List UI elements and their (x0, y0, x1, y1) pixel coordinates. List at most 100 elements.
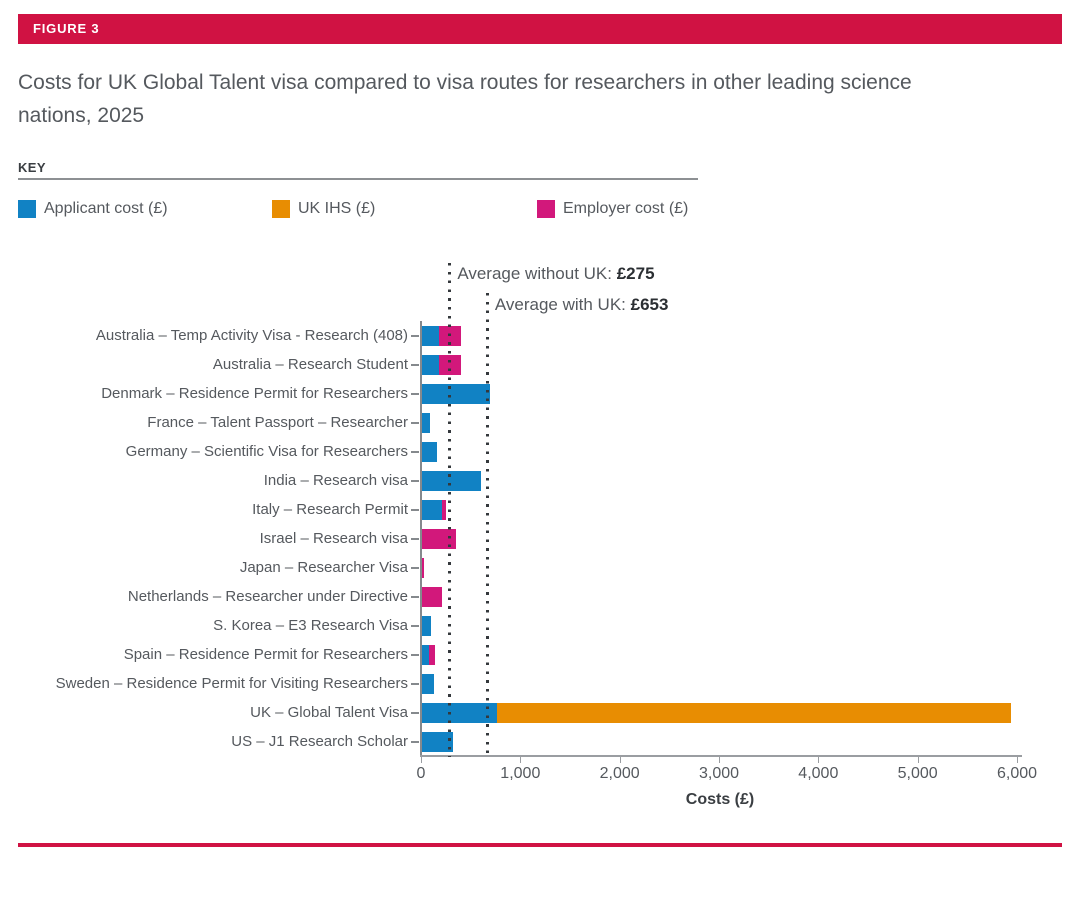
bar-segment-employer-cost (421, 586, 443, 607)
bar-segment-applicant-cost (421, 499, 442, 520)
x-axis-line (420, 755, 1022, 757)
bar-segment-applicant-cost (421, 731, 453, 752)
chart-row: France – Talent Passport – Researcher (0, 408, 1080, 437)
y-axis-line (420, 321, 422, 757)
bar-segment-applicant-cost (421, 615, 431, 636)
category-tick (411, 479, 419, 482)
category-label: Israel – Research visa (259, 530, 408, 547)
bar-segment-employer-cost (441, 499, 447, 520)
bar-segment-employer-cost (429, 644, 436, 665)
chart-row: Denmark – Residence Permit for Researche… (0, 379, 1080, 408)
chart-row: India – Research visa (0, 466, 1080, 495)
chart-row: Israel – Research visa (0, 524, 1080, 553)
category-label: Netherlands – Researcher under Directive (127, 588, 408, 605)
bar-segment-applicant-cost (421, 383, 490, 404)
chart-row: Australia – Research Student (0, 350, 1080, 379)
average-with-uk-text: Average with UK: (494, 295, 631, 314)
bar-stack (421, 528, 457, 549)
average-without-uk-text: Average without UK: (457, 264, 617, 283)
bar-segment-applicant-cost (421, 441, 438, 462)
chart-row: UK – Global Talent Visa (0, 698, 1080, 727)
bar-stack (421, 383, 490, 404)
bar-stack (421, 615, 431, 636)
category-tick (411, 450, 419, 453)
chart-row: Japan – Researcher Visa (0, 553, 1080, 582)
category-tick (411, 421, 419, 424)
category-label: Italy – Research Permit (252, 501, 408, 518)
figure-title: Costs for UK Global Talent visa compared… (18, 71, 912, 127)
bottom-rule (18, 843, 1062, 847)
legend-item-employer-cost: Employer cost (£) (537, 199, 688, 219)
x-tick-mark (818, 757, 820, 763)
x-tick-mark (619, 757, 621, 763)
average-without-uk-value: £275 (616, 264, 655, 283)
category-tick (411, 334, 419, 337)
bar-segment-applicant-cost (421, 644, 430, 665)
average-with-uk-label: Average with UK: £653 (495, 295, 669, 315)
category-label: Spain – Residence Permit for Researchers (123, 646, 408, 663)
chart-row: Spain – Residence Permit for Researchers (0, 640, 1080, 669)
category-label: France – Talent Passport – Researcher (147, 414, 408, 431)
bar-segment-employer-cost (421, 528, 457, 549)
x-axis-title: Costs (£) (685, 791, 755, 808)
category-label: Denmark – Residence Permit for Researche… (101, 385, 408, 402)
category-tick (411, 740, 419, 743)
bar-segment-employer-cost (421, 557, 424, 578)
bar-stack (421, 557, 424, 578)
legend-label-applicant-cost: Applicant cost (£) (44, 200, 168, 217)
category-tick (411, 363, 419, 366)
category-label: S. Korea – E3 Research Visa (213, 617, 408, 634)
bar-stack (421, 499, 447, 520)
legend-label-uk-ihs: UK IHS (£) (298, 200, 376, 217)
x-tick-label: 4,000 (798, 765, 839, 782)
plot-rows: Australia – Temp Activity Visa - Researc… (0, 321, 1080, 756)
category-tick (411, 711, 419, 714)
category-tick (411, 392, 419, 395)
category-label: Australia – Temp Activity Visa - Researc… (95, 327, 408, 344)
x-tick-label: 0 (416, 765, 426, 782)
average-without-uk-label: Average without UK: £275 (457, 264, 654, 284)
bar-stack (421, 441, 438, 462)
bar-stack (421, 731, 453, 752)
key-heading: KEY (18, 160, 46, 175)
category-label: Japan – Researcher Visa (239, 559, 408, 576)
average-with-uk-line (485, 293, 489, 757)
category-tick (411, 566, 419, 569)
category-tick (411, 508, 419, 511)
chart-row: Netherlands – Researcher under Directive (0, 582, 1080, 611)
bar-segment-uk-ihs (497, 702, 1012, 723)
bar-segment-applicant-cost (421, 673, 434, 694)
figure-tag-label: FIGURE 3 (33, 21, 100, 36)
category-tick (411, 595, 419, 598)
bar-stack (421, 644, 436, 665)
employer-cost-swatch (537, 200, 555, 218)
bar-stack (421, 673, 434, 694)
average-without-uk-line (448, 263, 452, 757)
x-tick-label: 1,000 (500, 765, 541, 782)
bar-stack (421, 354, 461, 375)
category-label: Germany – Scientific Visa for Researcher… (125, 443, 408, 460)
bar-stack (421, 412, 430, 433)
bar-segment-applicant-cost (421, 325, 440, 346)
applicant-cost-swatch (18, 200, 36, 218)
category-label: UK – Global Talent Visa (250, 704, 408, 721)
category-label: India – Research visa (263, 472, 408, 489)
x-tick-mark (917, 757, 919, 763)
chart-row: Italy – Research Permit (0, 495, 1080, 524)
legend-item-uk-ihs: UK IHS (£) (272, 199, 375, 219)
average-with-uk-value: £653 (630, 295, 669, 314)
chart-row: S. Korea – E3 Research Visa (0, 611, 1080, 640)
x-tick-mark (1017, 757, 1018, 763)
x-tick-mark (421, 757, 422, 763)
legend-item-applicant-cost: Applicant cost (£) (18, 199, 168, 219)
bar-stack (421, 325, 461, 346)
category-label: Australia – Research Student (212, 356, 408, 373)
bar-segment-applicant-cost (421, 702, 498, 723)
x-tick-label: 3,000 (698, 765, 740, 782)
category-tick (411, 537, 419, 540)
chart-row: Sweden – Residence Permit for Visiting R… (0, 669, 1080, 698)
x-tick-label: 6,000 (996, 765, 1038, 782)
x-tick-label: 2,000 (599, 765, 640, 782)
bar-segment-applicant-cost (421, 412, 430, 433)
